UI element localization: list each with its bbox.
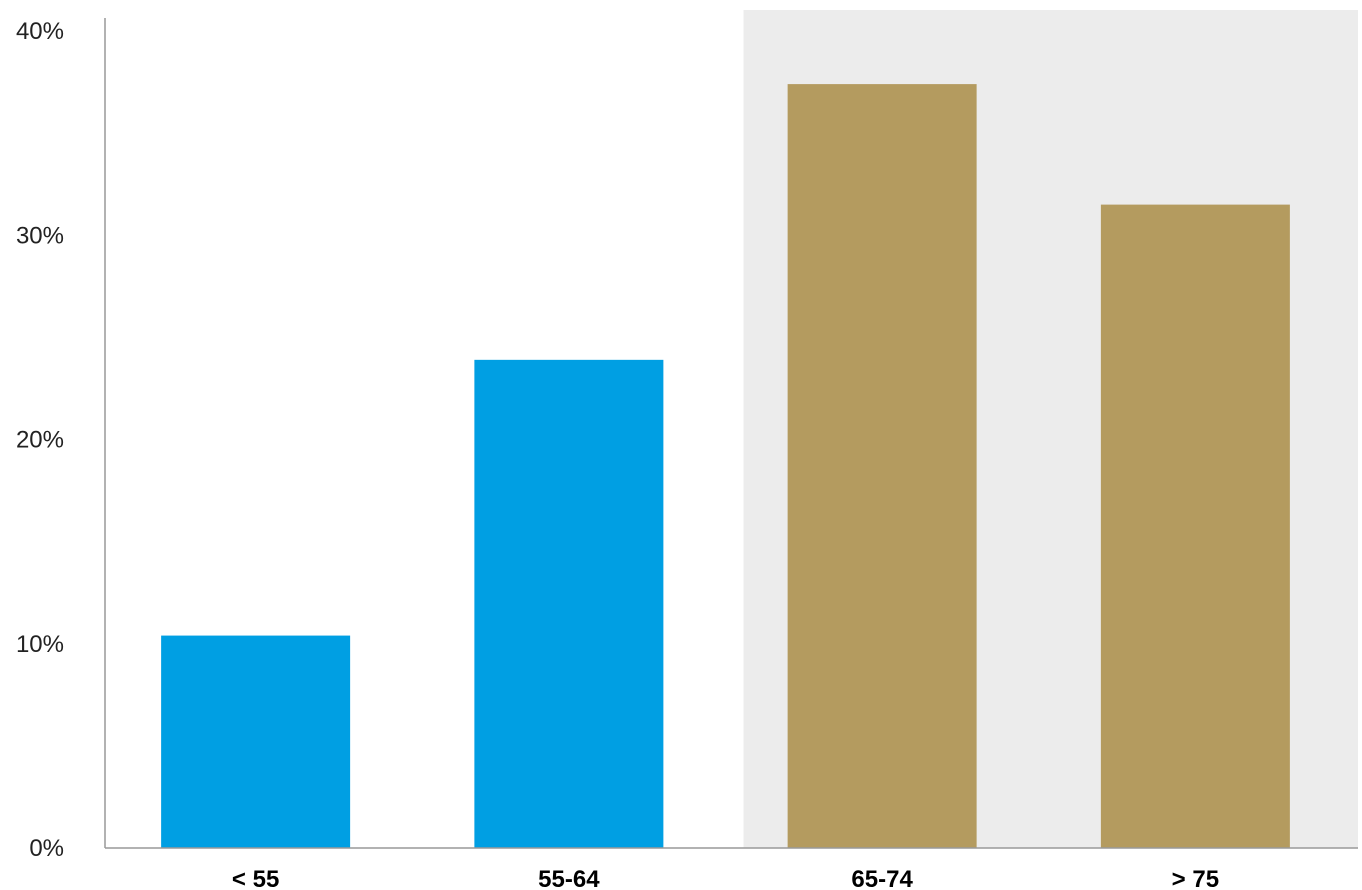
y-tick-label: 20% — [16, 427, 64, 454]
axis-layer — [104, 18, 1358, 849]
y-tick-label: 0% — [29, 835, 64, 862]
bar-2 — [474, 359, 664, 848]
bar-4 — [1100, 204, 1290, 849]
x-category-label: > 75 — [1172, 866, 1219, 890]
y-tick-label: 10% — [16, 631, 64, 658]
x-category-label: 65-74 — [851, 866, 913, 890]
x-tick-labels: < 55 55-64 65-74 > 75 — [232, 866, 1219, 890]
y-tick-labels: 0% 10% 20% 30% 40% — [16, 18, 64, 862]
y-tick-label: 40% — [16, 18, 64, 45]
bars-layer — [161, 84, 1290, 849]
bar-1 — [161, 635, 351, 848]
bar-3 — [787, 84, 977, 849]
x-category-label: 55-64 — [538, 866, 600, 890]
y-tick-label: 30% — [16, 222, 64, 249]
x-category-label: < 55 — [232, 866, 279, 890]
